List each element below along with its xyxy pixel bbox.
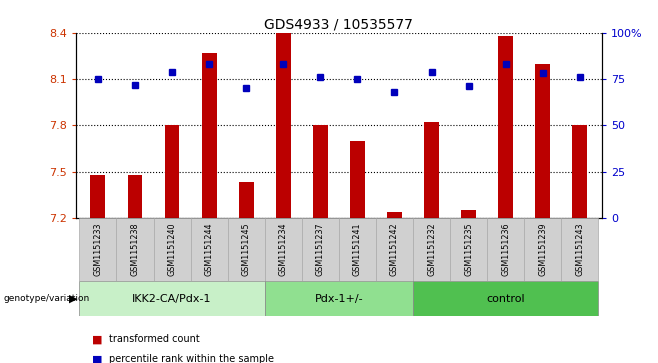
Text: GSM1151245: GSM1151245 bbox=[241, 223, 251, 276]
Text: GSM1151236: GSM1151236 bbox=[501, 223, 510, 276]
Bar bbox=[450, 218, 487, 281]
Bar bbox=[376, 218, 413, 281]
Text: percentile rank within the sample: percentile rank within the sample bbox=[109, 354, 274, 363]
Text: ▶: ▶ bbox=[69, 294, 78, 303]
Text: GSM1151232: GSM1151232 bbox=[427, 223, 436, 276]
Bar bbox=[498, 36, 513, 218]
Title: GDS4933 / 10535577: GDS4933 / 10535577 bbox=[265, 17, 413, 32]
Text: ■: ■ bbox=[92, 354, 103, 363]
Text: GSM1151242: GSM1151242 bbox=[390, 223, 399, 276]
Bar bbox=[265, 218, 302, 281]
Text: GSM1151244: GSM1151244 bbox=[205, 223, 214, 276]
Bar bbox=[572, 125, 587, 218]
Bar bbox=[116, 218, 153, 281]
Text: IKK2-CA/Pdx-1: IKK2-CA/Pdx-1 bbox=[132, 294, 212, 303]
Bar bbox=[524, 218, 561, 281]
Bar bbox=[313, 125, 328, 218]
Bar bbox=[487, 218, 524, 281]
Bar bbox=[91, 175, 105, 218]
Bar bbox=[153, 218, 191, 281]
Bar bbox=[424, 122, 439, 218]
Text: GSM1151235: GSM1151235 bbox=[464, 223, 473, 276]
Bar bbox=[128, 175, 142, 218]
Text: GSM1151237: GSM1151237 bbox=[316, 223, 325, 276]
Bar bbox=[413, 281, 598, 316]
Bar bbox=[561, 218, 598, 281]
Text: control: control bbox=[486, 294, 525, 303]
Bar bbox=[461, 210, 476, 218]
Text: transformed count: transformed count bbox=[109, 334, 199, 344]
Bar bbox=[536, 64, 550, 218]
Bar bbox=[387, 212, 402, 218]
Text: genotype/variation: genotype/variation bbox=[3, 294, 89, 303]
Bar bbox=[239, 182, 253, 218]
Text: Pdx-1+/-: Pdx-1+/- bbox=[315, 294, 363, 303]
Bar bbox=[265, 281, 413, 316]
Text: GSM1151239: GSM1151239 bbox=[538, 223, 547, 276]
Bar bbox=[80, 218, 116, 281]
Bar bbox=[164, 125, 180, 218]
Bar bbox=[191, 218, 228, 281]
Bar bbox=[302, 218, 339, 281]
Text: GSM1151241: GSM1151241 bbox=[353, 223, 362, 276]
Text: GSM1151243: GSM1151243 bbox=[575, 223, 584, 276]
Bar bbox=[80, 281, 265, 316]
Text: GSM1151234: GSM1151234 bbox=[279, 223, 288, 276]
Bar bbox=[202, 53, 216, 218]
Bar bbox=[350, 140, 365, 218]
Text: ■: ■ bbox=[92, 334, 103, 344]
Text: GSM1151238: GSM1151238 bbox=[130, 223, 139, 276]
Bar bbox=[339, 218, 376, 281]
Text: GSM1151233: GSM1151233 bbox=[93, 223, 103, 276]
Text: GSM1151240: GSM1151240 bbox=[168, 223, 176, 276]
Bar bbox=[276, 33, 291, 218]
Bar bbox=[228, 218, 265, 281]
Bar bbox=[413, 218, 450, 281]
